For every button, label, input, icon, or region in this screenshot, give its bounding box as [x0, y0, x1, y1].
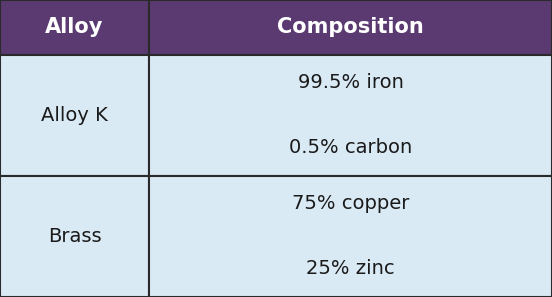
Text: 99.5% iron

0.5% carbon: 99.5% iron 0.5% carbon	[289, 73, 412, 157]
Text: Brass: Brass	[47, 227, 102, 246]
Text: Alloy K: Alloy K	[41, 106, 108, 125]
Text: Composition: Composition	[277, 18, 424, 37]
FancyBboxPatch shape	[0, 0, 149, 55]
Text: 75% copper

25% zinc: 75% copper 25% zinc	[292, 195, 409, 279]
FancyBboxPatch shape	[149, 176, 552, 297]
FancyBboxPatch shape	[149, 0, 552, 55]
FancyBboxPatch shape	[0, 176, 149, 297]
Text: Alloy: Alloy	[45, 18, 104, 37]
FancyBboxPatch shape	[0, 55, 149, 176]
FancyBboxPatch shape	[149, 55, 552, 176]
